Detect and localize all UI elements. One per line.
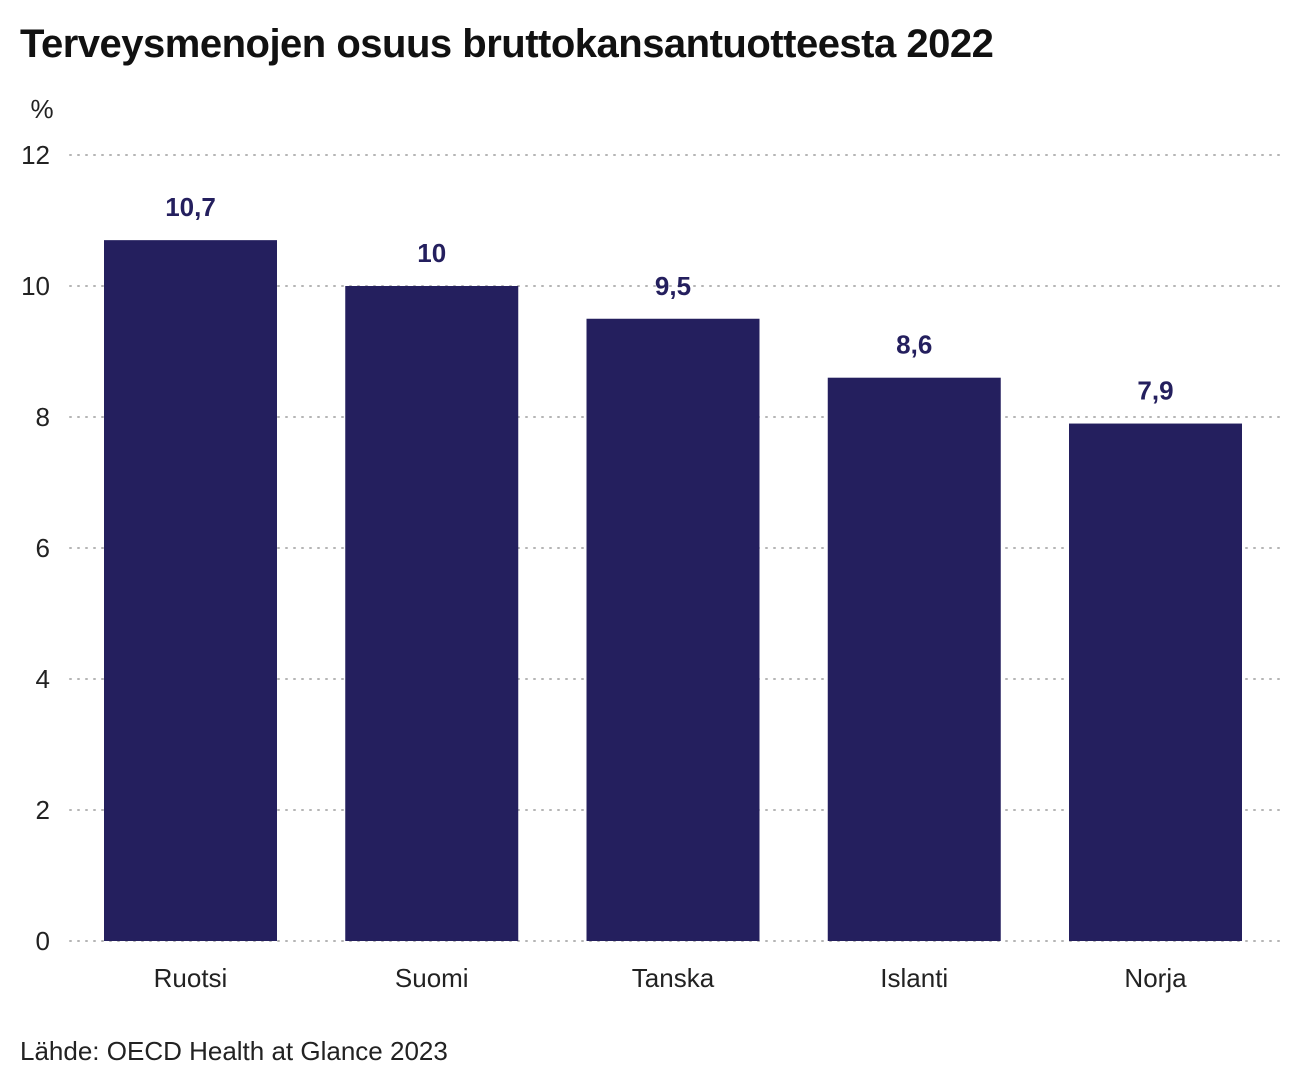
x-category-label: Tanska bbox=[632, 963, 715, 993]
y-tick-label: 4 bbox=[36, 664, 50, 694]
value-label: 8,6 bbox=[896, 330, 932, 360]
y-tick-label: 2 bbox=[36, 795, 50, 825]
bar-norja bbox=[1069, 423, 1242, 941]
x-category-label: Islanti bbox=[880, 963, 948, 993]
y-axis-ticks: 0 2 4 6 8 10 12 bbox=[21, 140, 50, 956]
value-label: 10 bbox=[417, 238, 446, 268]
bar-ruotsi bbox=[104, 240, 277, 941]
y-tick-label: 0 bbox=[36, 926, 50, 956]
y-axis-unit-label: % bbox=[30, 94, 53, 124]
y-tick-label: 8 bbox=[36, 402, 50, 432]
x-axis-labels: Ruotsi Suomi Tanska Islanti Norja bbox=[154, 963, 1187, 993]
y-tick-label: 12 bbox=[21, 140, 50, 170]
source-note: Lähde: OECD Health at Glance 2023 bbox=[20, 1036, 448, 1066]
x-category-label: Norja bbox=[1124, 963, 1187, 993]
bar-islanti bbox=[827, 377, 1001, 941]
x-category-label: Ruotsi bbox=[154, 963, 228, 993]
bar-suomi bbox=[345, 286, 519, 941]
value-label: 10,7 bbox=[165, 192, 216, 222]
y-tick-label: 10 bbox=[21, 271, 50, 301]
chart-title: Terveysmenojen osuus bruttokansantuottee… bbox=[20, 22, 994, 66]
value-label: 9,5 bbox=[655, 271, 691, 301]
value-labels: 10,7 10 9,5 8,6 7,9 bbox=[165, 192, 1173, 405]
x-category-label: Suomi bbox=[395, 963, 469, 993]
bar-tanska bbox=[586, 318, 760, 941]
value-label: 7,9 bbox=[1137, 376, 1173, 406]
y-tick-label: 6 bbox=[36, 533, 50, 563]
bars bbox=[104, 240, 1242, 941]
